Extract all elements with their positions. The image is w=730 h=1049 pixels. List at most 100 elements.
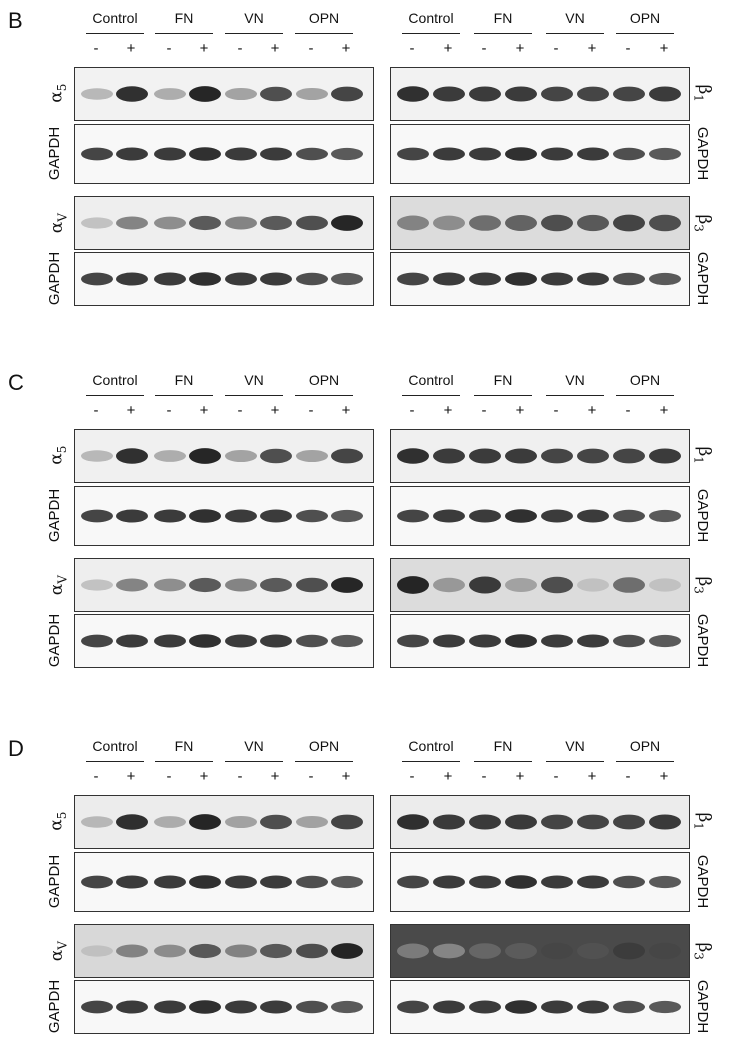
band bbox=[649, 942, 681, 960]
band bbox=[81, 272, 113, 286]
band bbox=[541, 942, 573, 960]
group-header: VN bbox=[565, 10, 585, 26]
alpha5-label-subscript: 5 bbox=[54, 83, 69, 92]
alpha5-blot bbox=[74, 429, 374, 483]
band bbox=[81, 579, 113, 591]
band bbox=[225, 815, 257, 829]
band bbox=[331, 1000, 363, 1014]
band bbox=[649, 814, 681, 830]
group-header: FN bbox=[174, 372, 194, 388]
band bbox=[189, 147, 221, 161]
alpha5-label: α5 bbox=[46, 446, 68, 465]
minus-sign: - bbox=[481, 402, 487, 419]
band bbox=[649, 272, 681, 286]
band bbox=[469, 448, 501, 464]
band bbox=[613, 634, 645, 648]
band bbox=[397, 1000, 429, 1014]
band bbox=[225, 272, 257, 286]
band bbox=[331, 634, 363, 648]
plus-sign: + bbox=[443, 402, 453, 419]
band bbox=[433, 448, 465, 464]
group-underline bbox=[86, 395, 144, 396]
group-underline bbox=[295, 395, 353, 396]
group-header: Control bbox=[408, 10, 454, 26]
band bbox=[225, 944, 257, 958]
group-underline bbox=[616, 761, 674, 762]
gapdh-blot-bands bbox=[81, 634, 363, 648]
gapdh-blot bbox=[390, 124, 690, 184]
plus-sign: + bbox=[443, 768, 453, 785]
minus-sign: - bbox=[308, 768, 314, 785]
band bbox=[296, 509, 328, 523]
band bbox=[433, 577, 465, 593]
plus-sign: + bbox=[199, 768, 209, 785]
alphav-label-subscript: V bbox=[55, 213, 70, 222]
band bbox=[613, 147, 645, 161]
band bbox=[116, 1000, 148, 1014]
group-header: FN bbox=[493, 372, 513, 388]
band bbox=[505, 448, 537, 464]
band bbox=[577, 1000, 609, 1014]
group-underline bbox=[546, 33, 604, 34]
band bbox=[296, 272, 328, 286]
band bbox=[331, 814, 363, 830]
gapdh-blot bbox=[390, 486, 690, 546]
band bbox=[541, 448, 573, 464]
plus-sign: + bbox=[515, 402, 525, 419]
gapdh-label: GAPDH bbox=[694, 854, 712, 909]
band bbox=[397, 509, 429, 523]
group-underline bbox=[86, 761, 144, 762]
gapdh-blot-bands bbox=[397, 272, 681, 286]
alpha5-label-subscript: 5 bbox=[54, 811, 69, 820]
plus-sign: + bbox=[199, 40, 209, 57]
alphav-blot-bands bbox=[81, 215, 363, 231]
band bbox=[469, 509, 501, 523]
band bbox=[433, 943, 465, 959]
gapdh-blot-bands bbox=[81, 272, 363, 286]
band bbox=[433, 814, 465, 830]
minus-sign: - bbox=[237, 768, 243, 785]
alpha5-blot-bands bbox=[81, 448, 363, 464]
beta1-label: β1 bbox=[692, 446, 714, 463]
group-header: Control bbox=[92, 10, 138, 26]
band bbox=[81, 147, 113, 161]
band bbox=[577, 875, 609, 889]
alphav-label: αV bbox=[47, 575, 69, 595]
band bbox=[577, 814, 609, 830]
band bbox=[649, 578, 681, 592]
band bbox=[469, 1000, 501, 1014]
band bbox=[154, 147, 186, 161]
band bbox=[81, 88, 113, 100]
minus-sign: - bbox=[481, 40, 487, 57]
gapdh-label: GAPDH bbox=[694, 979, 712, 1034]
band bbox=[116, 944, 148, 958]
group-underline bbox=[155, 395, 213, 396]
band bbox=[433, 215, 465, 231]
band bbox=[260, 215, 292, 231]
band bbox=[154, 272, 186, 286]
alpha5-label-subscript: 5 bbox=[54, 445, 69, 454]
minus-sign: - bbox=[93, 402, 99, 419]
beta3-blot bbox=[390, 196, 690, 250]
band bbox=[81, 1000, 113, 1014]
band bbox=[189, 875, 221, 889]
beta1-blot bbox=[390, 67, 690, 121]
band bbox=[433, 86, 465, 102]
band bbox=[189, 272, 221, 286]
band bbox=[397, 875, 429, 889]
beta1-label: β1 bbox=[692, 812, 714, 829]
group-header: VN bbox=[244, 10, 264, 26]
group-header: Control bbox=[408, 372, 454, 388]
band bbox=[649, 86, 681, 102]
band bbox=[469, 814, 501, 830]
plus-sign: + bbox=[270, 768, 280, 785]
gapdh-label: GAPDH bbox=[46, 251, 64, 306]
alpha5-blot-bands bbox=[81, 814, 363, 830]
alpha5-label-letter: α bbox=[46, 91, 67, 103]
alphav-label-letter: α bbox=[46, 583, 67, 596]
band bbox=[260, 147, 292, 161]
beta1-label-subscript: 1 bbox=[691, 456, 706, 464]
group-header: OPN bbox=[308, 738, 340, 754]
group-header: OPN bbox=[629, 738, 661, 754]
band bbox=[260, 943, 292, 959]
